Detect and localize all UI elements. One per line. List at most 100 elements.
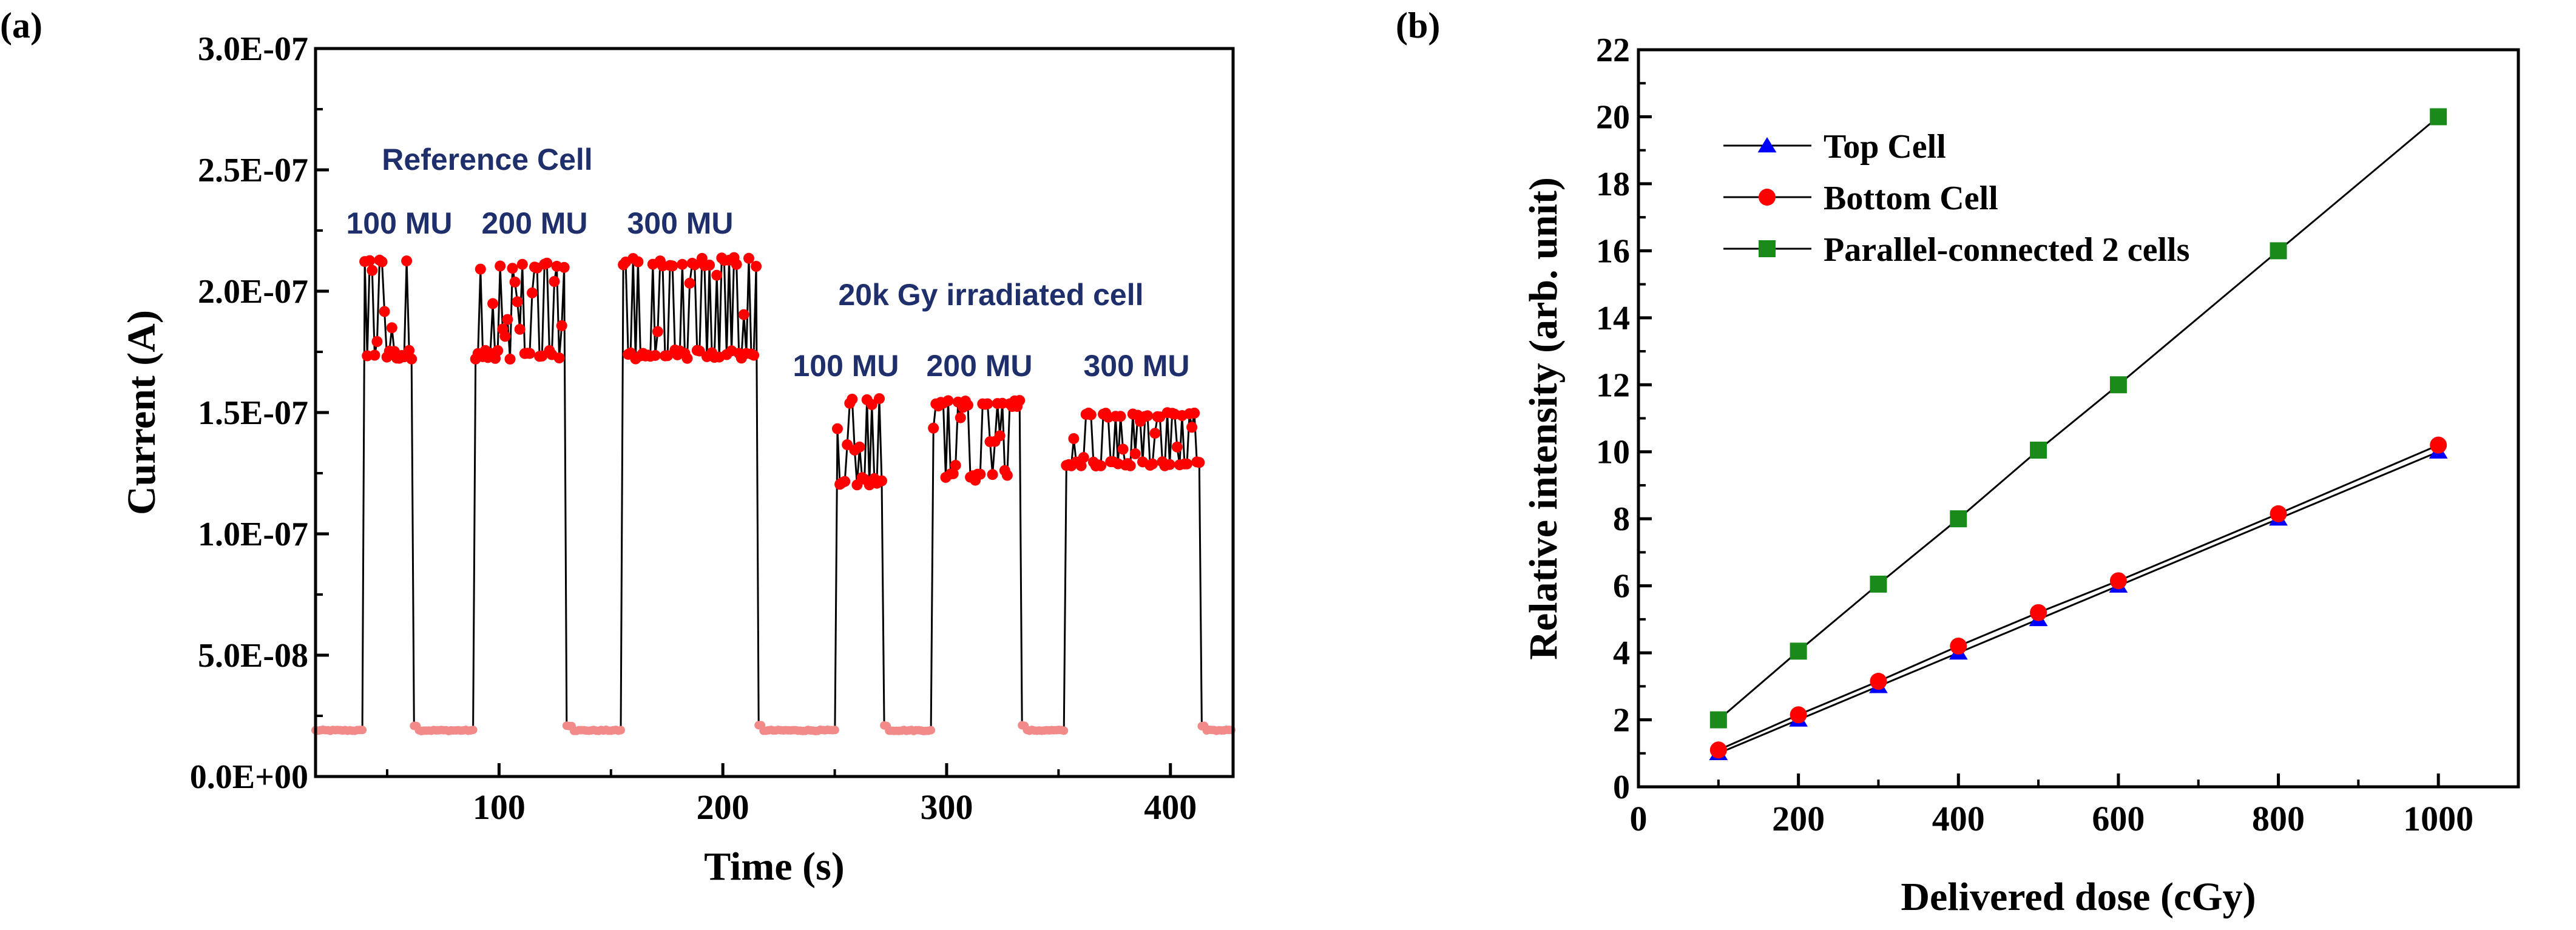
chart-a-data-point bbox=[404, 345, 415, 356]
chart-a-data-point bbox=[711, 269, 723, 281]
chart-a-data-point bbox=[694, 345, 705, 357]
chart-b-x-tick-label: 1000 bbox=[2403, 799, 2473, 838]
panel-b-label: (b) bbox=[1396, 5, 1440, 45]
chart-a-data-point bbox=[1124, 460, 1136, 471]
annotation-pulse-100mu-irr: 100 MU bbox=[793, 349, 899, 383]
chart-a-data-point bbox=[401, 255, 413, 267]
chart-b-y-tick-label: 22 bbox=[1596, 32, 1630, 69]
chart-a-baseline-point bbox=[927, 726, 936, 735]
chart-a-data-point bbox=[982, 398, 993, 409]
chart-a-data-point bbox=[514, 323, 526, 335]
chart-a-data-point bbox=[947, 468, 959, 479]
chart-b-point-bottom-cell bbox=[2109, 572, 2127, 590]
chart-a-y-tick-label: 1.0E-07 bbox=[198, 516, 308, 553]
chart-a-data-point bbox=[987, 469, 998, 480]
chart-a-data-point bbox=[854, 441, 865, 453]
chart-a-data-point bbox=[1014, 395, 1026, 406]
chart-b-y-tick-label: 2 bbox=[1613, 702, 1630, 740]
chart-a-x-tick-label: 300 bbox=[920, 787, 973, 827]
chart-b-point-parallel bbox=[2270, 242, 2287, 260]
chart-b-point-bottom-cell bbox=[1950, 638, 1967, 655]
chart-b-point-bottom-cell bbox=[2430, 436, 2447, 454]
chart-b-y-tick-label: 10 bbox=[1596, 434, 1630, 471]
chart-a-data-point bbox=[475, 263, 486, 275]
chart-a-axes: 100 200 300 400 0.0E+00 5.0E-08 1.0E-07 1.5E-07… bbox=[190, 30, 1197, 827]
chart-a-data-point bbox=[942, 395, 954, 406]
chart-a-data-point bbox=[379, 306, 390, 317]
chart-a-data-point bbox=[1164, 459, 1175, 470]
chart-a-data-point bbox=[558, 261, 570, 273]
chart-a-data-point bbox=[649, 349, 661, 361]
chart-a-data-point bbox=[1142, 410, 1154, 422]
chart-a-data-point bbox=[667, 260, 678, 272]
chart-a-data-point bbox=[1186, 422, 1198, 433]
chart-a-data-point bbox=[507, 263, 518, 274]
chart-b-point-parallel bbox=[1709, 711, 1727, 729]
chart-a-data-point bbox=[556, 320, 567, 331]
chart-a-data-point bbox=[1075, 460, 1087, 471]
chart-b-y-tick-label: 16 bbox=[1596, 232, 1630, 270]
annotation-pulse-100mu-ref: 100 MU bbox=[346, 206, 452, 240]
chart-a-y-tick-label: 5.0E-08 bbox=[198, 637, 308, 675]
chart-b-y-tick-label: 14 bbox=[1596, 300, 1630, 337]
chart-b-x-axis-title: Delivered dose (cGy) bbox=[1901, 875, 2256, 919]
chart-a-data-point bbox=[950, 460, 961, 471]
chart-a-data-point bbox=[684, 277, 695, 289]
chart-b-y-tick-label: 8 bbox=[1613, 500, 1630, 538]
chart-a-data-point bbox=[962, 399, 973, 411]
legend-marker-parallel bbox=[1759, 240, 1776, 257]
chart-a-y-tick-label: 2.0E-07 bbox=[198, 273, 308, 311]
chart-a-data-point bbox=[975, 468, 986, 480]
chart-b-line-bottom-cell bbox=[1718, 444, 2439, 751]
chart-a-data-point bbox=[492, 345, 504, 356]
chart-a-data-point bbox=[1117, 443, 1129, 455]
chart-a-data-point bbox=[1078, 452, 1089, 463]
chart-a-baseline-point bbox=[358, 726, 367, 735]
annotation-irradiated-cell: 20k Gy irradiated cell bbox=[838, 278, 1143, 312]
chart-a-data-point bbox=[738, 309, 749, 320]
chart-b: 0 200 400 600 800 1000 0 2 4 6 8 10 12 14 16 18 20 22 Top… bbox=[1521, 32, 2520, 919]
chart-a-data-point bbox=[376, 256, 388, 268]
chart-a-data-point bbox=[553, 352, 565, 363]
chart-a-baseline-point bbox=[1060, 726, 1069, 735]
chart-a-data-point bbox=[652, 326, 663, 337]
chart-a-data-point bbox=[1085, 409, 1097, 420]
chart-a-data-point bbox=[504, 353, 516, 365]
chart-b-y-tick-label: 0 bbox=[1613, 769, 1630, 806]
chart-b-y-tick-label: 4 bbox=[1613, 635, 1630, 672]
chart-b-point-parallel bbox=[2030, 441, 2047, 459]
legend-label-parallel: Parallel-connected 2 cells bbox=[1824, 231, 2189, 269]
chart-a-data-point bbox=[1001, 470, 1013, 481]
annotation-pulse-300mu-ref: 300 MU bbox=[627, 206, 733, 240]
chart-a-data-point bbox=[681, 352, 693, 364]
chart-a-data-point bbox=[876, 475, 887, 487]
chart-a-data-point bbox=[406, 353, 418, 365]
chart-a-y-tick-label: 3.0E-07 bbox=[198, 30, 308, 68]
chart-b-x-tick-label: 200 bbox=[1772, 799, 1825, 838]
chart-a-x-tick-label: 400 bbox=[1144, 787, 1197, 827]
legend-label-top-cell: Top Cell bbox=[1824, 128, 1946, 166]
chart-a-data-point bbox=[1115, 411, 1126, 422]
annotation-pulse-200mu-ref: 200 MU bbox=[481, 206, 587, 240]
legend-label-bottom-cell: Bottom Cell bbox=[1824, 180, 1998, 217]
chart-a-baseline-point bbox=[617, 726, 625, 735]
chart-a-data-point bbox=[512, 296, 523, 308]
chart-a: Reference Cell 20k Gy irradiated cell 10… bbox=[120, 30, 1236, 889]
chart-a-data-point bbox=[704, 260, 715, 271]
chart-b-line-top-cell bbox=[1718, 451, 2439, 755]
chart-a-data-point bbox=[541, 257, 553, 269]
chart-a-data-point bbox=[1129, 448, 1141, 459]
chart-b-point-bottom-cell bbox=[1709, 741, 1727, 759]
chart-a-y-tick-label: 2.5E-07 bbox=[198, 152, 308, 189]
legend-marker-top-cell bbox=[1757, 137, 1777, 153]
chart-b-point-parallel bbox=[1790, 642, 1807, 660]
chart-a-y-tick-label: 0.0E+00 bbox=[190, 758, 308, 796]
chart-a-data-point bbox=[1182, 458, 1192, 470]
chart-b-axes: 0 200 400 600 800 1000 0 2 4 6 8 10 12 14 16 18 20 22 bbox=[1596, 32, 2520, 838]
chart-a-y-axis-title: Current (A) bbox=[120, 310, 164, 515]
chart-a-x-tick-label: 200 bbox=[697, 787, 749, 827]
chart-b-y-tick-label: 20 bbox=[1596, 98, 1630, 136]
chart-a-data-point bbox=[495, 260, 506, 272]
chart-b-x-tick-label: 0 bbox=[1630, 799, 1648, 838]
